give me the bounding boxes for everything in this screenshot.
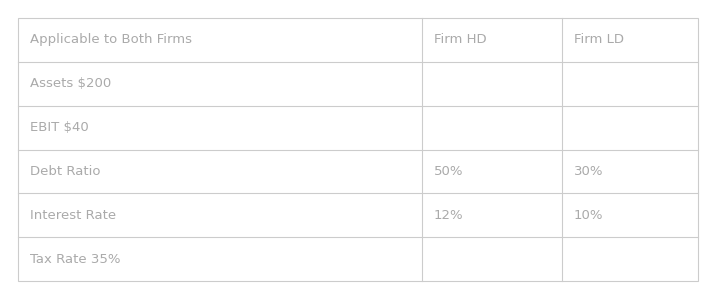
Text: EBIT $40: EBIT $40: [30, 121, 89, 134]
Text: 10%: 10%: [574, 209, 604, 222]
Text: 30%: 30%: [574, 165, 604, 178]
Text: 50%: 50%: [434, 165, 463, 178]
Text: Interest Rate: Interest Rate: [30, 209, 116, 222]
Text: Applicable to Both Firms: Applicable to Both Firms: [30, 33, 192, 46]
Text: Assets $200: Assets $200: [30, 77, 111, 90]
Text: 12%: 12%: [434, 209, 464, 222]
Text: Firm HD: Firm HD: [434, 33, 487, 46]
Text: Tax Rate 35%: Tax Rate 35%: [30, 253, 120, 266]
Bar: [18, 18, 698, 281]
Text: Firm LD: Firm LD: [574, 33, 624, 46]
Text: Debt Ratio: Debt Ratio: [30, 165, 100, 178]
